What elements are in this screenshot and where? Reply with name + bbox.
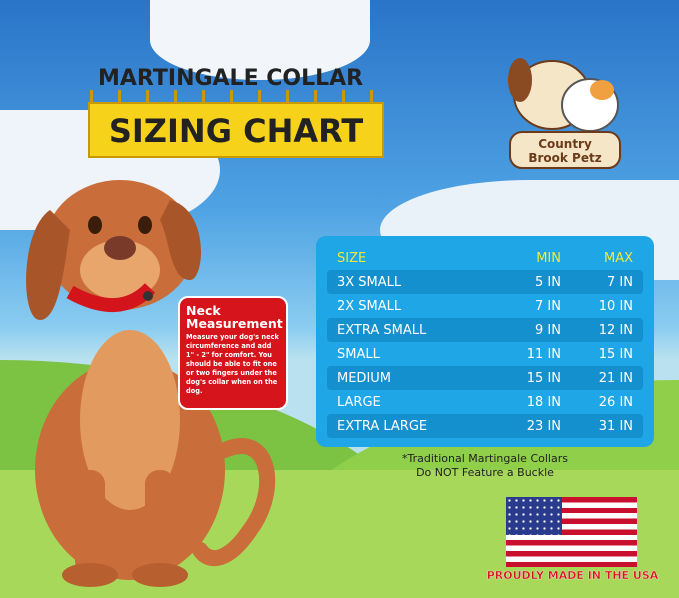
header-min: MIN: [536, 250, 561, 266]
table-row: SMALL 11 IN 15 IN: [327, 342, 643, 366]
neck-heading: Neck Measurement: [186, 303, 283, 331]
table-row: 3X SMALL 5 IN 7 IN: [327, 270, 643, 294]
title-line2: SIZING CHART: [108, 112, 364, 150]
max-cell: 21 IN: [598, 370, 633, 386]
header-max: MAX: [603, 250, 633, 266]
sizing-table: SIZE MIN MAX 3X SMALL 5 IN 7 IN 2X SMALL 7 I…: [316, 236, 654, 447]
min-cell: 18 IN: [526, 394, 561, 410]
table-row: LARGE 18 IN 26 IN: [327, 390, 643, 414]
table-row: 2X SMALL 7 IN 10 IN: [327, 294, 643, 318]
header-size: SIZE: [337, 250, 367, 266]
max-cell: 31 IN: [598, 418, 633, 434]
svg-text:Country: Country: [538, 137, 592, 151]
note-line1: *Traditional Martingale Collars: [402, 452, 568, 465]
table-header: SIZE MIN MAX: [327, 246, 643, 270]
table-row: MEDIUM 15 IN 21 IN: [327, 366, 643, 390]
min-cell: 23 IN: [526, 418, 561, 434]
max-cell: 15 IN: [598, 346, 633, 362]
country-brook-petz-logo: Country Brook Petz: [508, 58, 621, 169]
made-in-usa: PROUDLY MADE IN THE USA: [486, 569, 659, 582]
size-cell: 2X SMALL: [337, 298, 402, 314]
max-cell: 12 IN: [598, 322, 633, 338]
min-cell: 9 IN: [535, 322, 561, 338]
buckle-note: *Traditional Martingale Collars Do NOT F…: [380, 452, 590, 480]
min-cell: 15 IN: [526, 370, 561, 386]
cloud: [150, 0, 370, 80]
min-cell: 7 IN: [535, 298, 561, 314]
min-cell: 11 IN: [526, 346, 561, 362]
max-cell: 26 IN: [598, 394, 633, 410]
usa-flag: [506, 497, 637, 567]
svg-text:Brook Petz: Brook Petz: [528, 151, 601, 165]
neck-measurement-callout: Neck Measurement Measure your dog's neck…: [178, 296, 288, 410]
table-row: EXTRA LARGE 23 IN 31 IN: [327, 414, 643, 438]
dog-illustration: [26, 180, 276, 587]
size-cell: SMALL: [337, 346, 380, 362]
min-cell: 5 IN: [535, 274, 561, 290]
max-cell: 7 IN: [607, 274, 633, 290]
note-line2: Do NOT Feature a Buckle: [416, 466, 554, 479]
size-cell: 3X SMALL: [337, 274, 402, 290]
neck-instructions: Measure your dog's neck circumference an…: [186, 333, 279, 395]
size-cell: EXTRA SMALL: [337, 322, 427, 338]
max-cell: 10 IN: [598, 298, 633, 314]
size-cell: LARGE: [337, 394, 381, 410]
size-cell: EXTRA LARGE: [337, 418, 428, 434]
table-row: EXTRA SMALL 9 IN 12 IN: [327, 318, 643, 342]
title-line1: MARTINGALE COLLAR: [98, 66, 364, 91]
size-cell: MEDIUM: [337, 370, 392, 386]
ruler-banner: SIZING CHART: [88, 90, 384, 158]
